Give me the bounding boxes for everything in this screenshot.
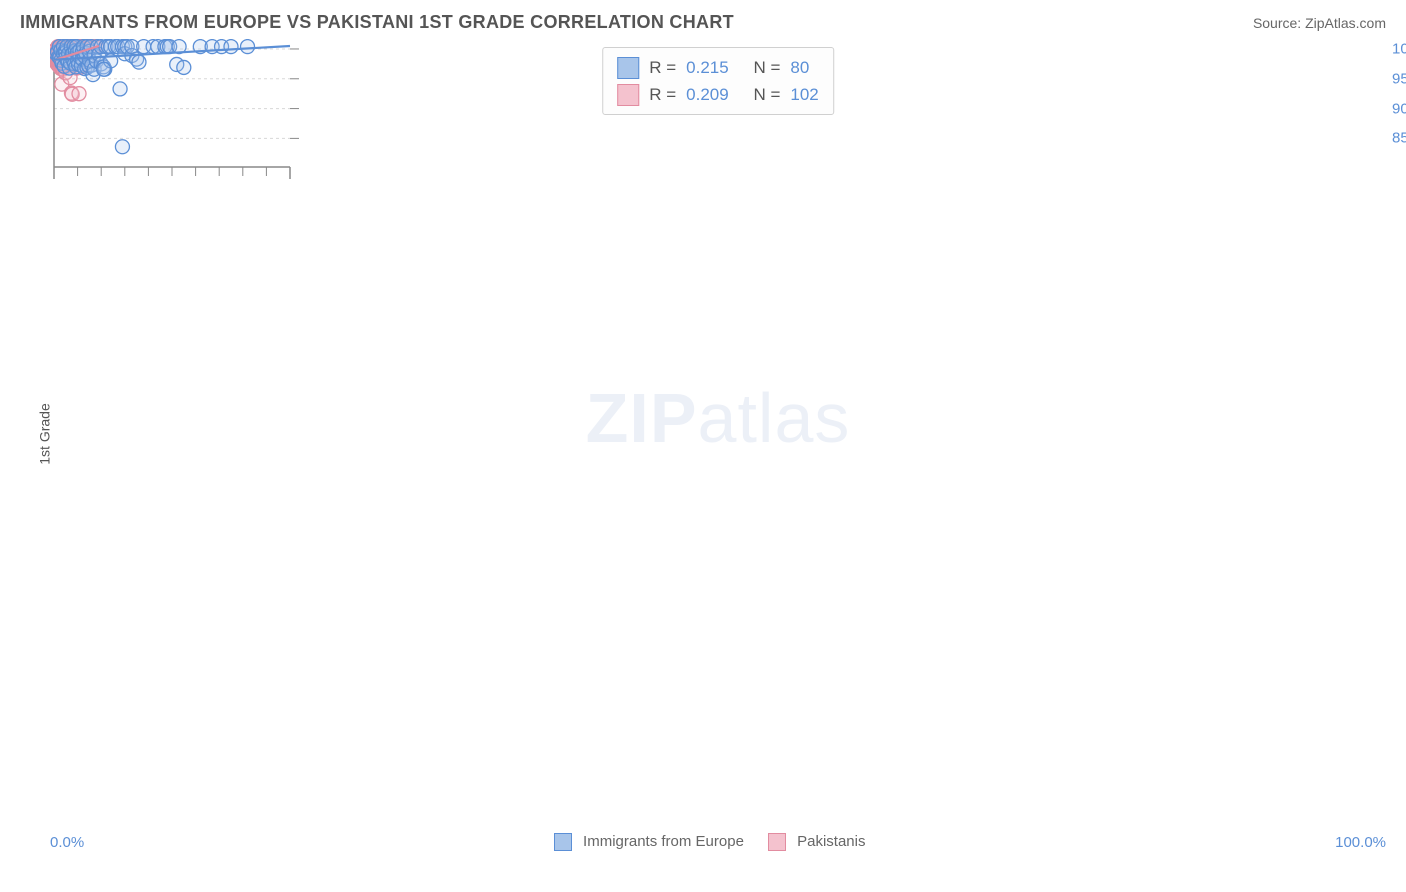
y-tick-label: 85.0% [1382,130,1406,147]
x-axis-row: 0.0% Immigrants from Europe Pakistanis 1… [0,829,1406,851]
x-max-label: 100.0% [1335,834,1386,851]
y-tick-label: 90.0% [1382,100,1406,117]
legend-label-series2: Pakistanis [797,833,865,850]
chart-title: IMMIGRANTS FROM EUROPE VS PAKISTANI 1ST … [20,12,734,33]
stats-box: R = 0.215 N = 80 R = 0.209 N = 102 [602,47,834,115]
legend-item-series2: Pakistanis [768,833,866,851]
stats-row-series2: R = 0.209 N = 102 [617,81,819,108]
legend-swatch-series2 [768,833,786,851]
n-value-series1: 80 [790,54,809,81]
n-label: N = [753,54,780,81]
y-axis-label: 1st Grade [37,403,53,464]
r-label: R = [649,81,676,108]
legend-swatch-series1 [554,833,572,851]
stats-row-series1: R = 0.215 N = 80 [617,54,819,81]
swatch-series2 [617,84,639,106]
y-tick-label: 100.0% [1382,40,1406,57]
source-attribution: Source: ZipAtlas.com [1253,15,1386,31]
scatter-plot [50,39,350,189]
n-value-series2: 102 [790,81,818,108]
chart-header: IMMIGRANTS FROM EUROPE VS PAKISTANI 1ST … [0,0,1406,39]
bottom-legend: Immigrants from Europe Pakistanis [554,833,866,851]
y-tick-label: 95.0% [1382,70,1406,87]
watermark: ZIPatlas [586,378,851,458]
legend-item-series1: Immigrants from Europe [554,833,744,851]
r-label: R = [649,54,676,81]
n-label: N = [753,81,780,108]
r-value-series2: 0.209 [686,81,729,108]
swatch-series1 [617,57,639,79]
plot-container: 1st Grade ZIPatlas R = 0.215 N = 80 R = … [50,39,1386,829]
x-min-label: 0.0% [50,834,84,851]
r-value-series1: 0.215 [686,54,729,81]
legend-label-series1: Immigrants from Europe [583,833,744,850]
